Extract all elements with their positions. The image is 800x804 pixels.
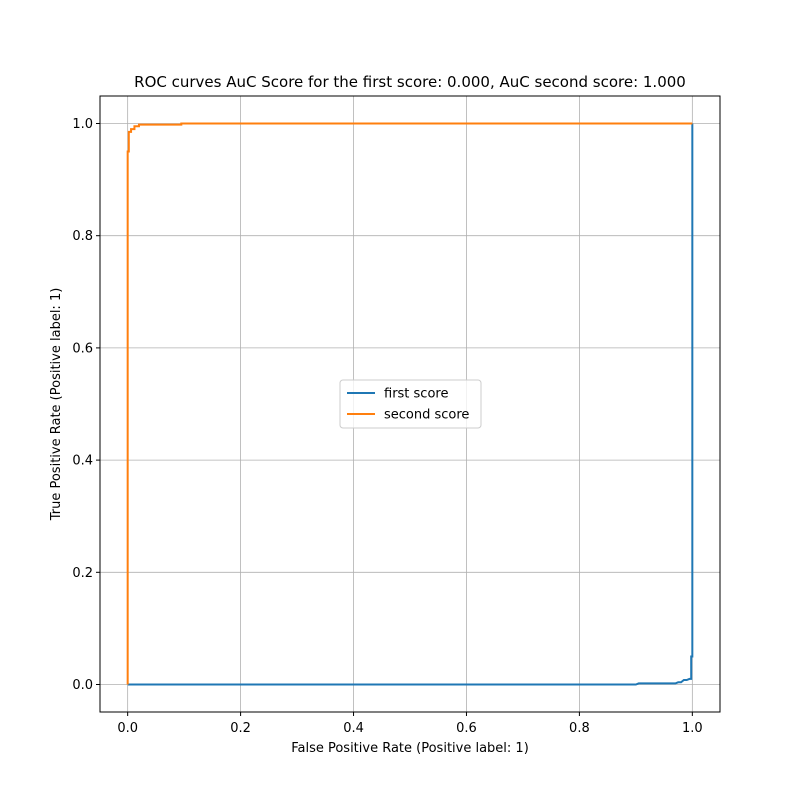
legend-label: first score	[384, 387, 448, 402]
series-line-1	[127, 123, 694, 686]
y-axis-label: True Positive Rate (Positive label: 1)	[49, 288, 64, 522]
x-tick-label: 1.0	[682, 721, 703, 736]
y-tick-label: 0.0	[72, 678, 93, 693]
y-tick-label: 1.0	[72, 117, 93, 132]
y-tick-label: 0.8	[72, 229, 93, 244]
axis-ticks: 0.0 0.2 0.4 0.6 0.8 1.0 0.0 0.2 0.4 0.6 0.8 1.0	[72, 117, 702, 736]
series-line-2	[126, 122, 693, 685]
plot-frame	[99, 95, 721, 713]
legend-label: second score	[384, 408, 469, 423]
legend: first score second score	[339, 379, 482, 429]
x-tick-label: 0.4	[343, 721, 364, 736]
y-tick-label: 0.2	[72, 566, 93, 581]
x-axis-label: False Positive Rate (Positive label: 1)	[291, 741, 529, 756]
chart-title: ROC curves AuC Score for the first score…	[134, 73, 686, 91]
x-tick-label: 0.2	[230, 721, 251, 736]
y-tick-label: 0.4	[72, 454, 93, 469]
x-tick-label: 0.8	[569, 721, 590, 736]
y-tick-label: 0.6	[72, 341, 93, 356]
legend-entries: first score second score	[347, 387, 469, 423]
x-tick-label: 0.6	[456, 721, 477, 736]
legend-box	[339, 379, 482, 429]
x-tick-label: 0.0	[117, 721, 138, 736]
series-lines	[126, 122, 694, 686]
